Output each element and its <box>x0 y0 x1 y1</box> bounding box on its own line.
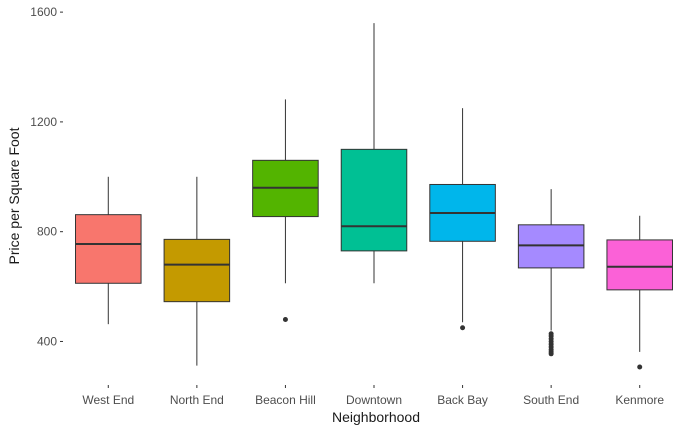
y-axis-title: Price per Square Foot <box>6 127 22 264</box>
x-tick-label: Back Bay <box>437 393 488 407</box>
box-west-end <box>75 214 142 284</box>
box-downtown <box>340 148 408 252</box>
x-tick-label: Downtown <box>346 393 402 407</box>
outlier-point <box>282 317 288 323</box>
x-tick-label: Beacon Hill <box>255 393 316 407</box>
x-tick-label: Kenmore <box>615 393 664 407</box>
x-tick-label: North End <box>170 393 224 407</box>
x-axis-title: Neighborhood <box>332 409 420 425</box>
box-kenmore <box>606 239 673 291</box>
box-north-end <box>163 238 231 303</box>
outlier-point <box>637 364 643 370</box>
x-tick-label: West End <box>82 393 134 407</box>
outlier-point <box>548 351 554 357</box>
outlier-point <box>460 325 466 331</box>
plot-area: 400 800 1200 1600 West End North End Beacon Hi… <box>30 5 673 407</box>
y-tick-label: 400 <box>37 334 57 348</box>
y-tick-label: 800 <box>37 225 57 239</box>
y-tick-label: 1200 <box>30 115 57 129</box>
y-tick-label: 1600 <box>30 5 57 19</box>
x-tick-label: South End <box>523 393 579 407</box>
